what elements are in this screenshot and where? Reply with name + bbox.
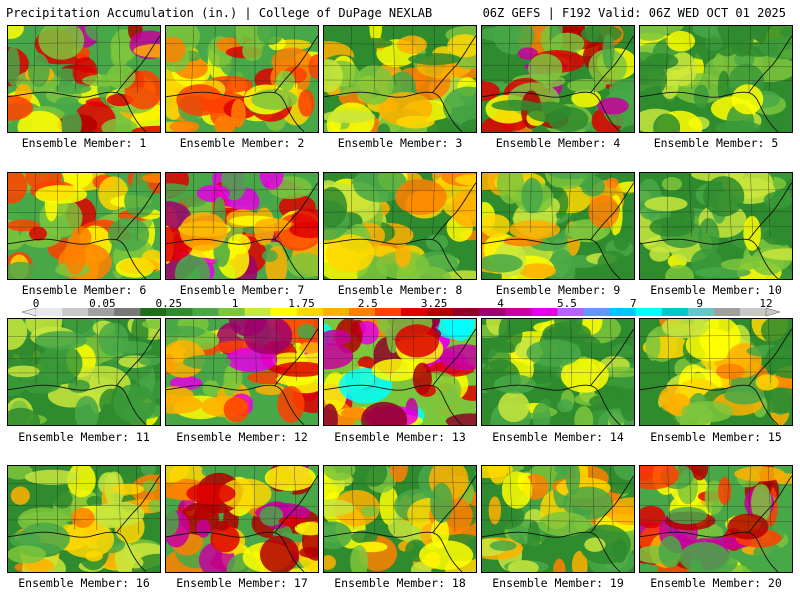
ensemble-member-label: Ensemble Member: 5 <box>653 136 779 150</box>
ensemble-member-label: Ensemble Member: 18 <box>334 576 466 590</box>
ensemble-member-map <box>639 25 793 133</box>
legend-swatch <box>427 308 454 316</box>
legend-tick-label: 4 <box>497 297 504 310</box>
legend-swatch <box>557 308 584 316</box>
ensemble-member-label: Ensemble Member: 6 <box>21 283 147 297</box>
legend-swatch <box>583 308 610 316</box>
legend-swatch <box>244 308 272 316</box>
legend-swatch <box>401 308 428 316</box>
legend-tick-label: 0 <box>32 297 40 310</box>
ensemble-member-label: Ensemble Member: 9 <box>495 283 621 297</box>
legend-swatch <box>166 308 193 316</box>
ensemble-member-map <box>639 465 793 573</box>
legend-tick-label: 1 <box>231 297 239 310</box>
legend-tick-label: 3.25 <box>420 297 448 310</box>
chart-title: Precipitation Accumulation (in.) | Colle… <box>6 6 433 20</box>
ensemble-member-map <box>165 465 319 573</box>
legend-swatch <box>36 308 63 316</box>
ensemble-member-label: Ensemble Member: 8 <box>337 283 463 297</box>
legend-swatch <box>479 308 506 316</box>
legend-arrow-right <box>765 307 781 317</box>
legend-swatch <box>192 308 219 316</box>
ensemble-member-map <box>7 318 161 426</box>
ensemble-member-label: Ensemble Member: 11 <box>18 430 150 444</box>
legend-swatch <box>218 308 245 316</box>
ensemble-member-map <box>7 465 161 573</box>
ensemble-member-label: Ensemble Member: 19 <box>492 576 624 590</box>
ensemble-member-map <box>7 25 161 133</box>
ensemble-member-map <box>323 465 477 573</box>
legend-tick-label: 5.5 <box>556 297 577 310</box>
legend-swatch <box>114 308 141 316</box>
precip-color-legend: 0 0.05 0.25 1 1.75 2.5 3.25 4 5.5 7 9 12 <box>16 297 786 319</box>
ensemble-member-map <box>481 318 635 426</box>
legend-tick-label: 1.75 <box>288 297 315 310</box>
legend-swatch <box>609 308 637 316</box>
ensemble-member-label: Ensemble Member: 15 <box>650 430 782 444</box>
legend-swatch <box>739 308 767 316</box>
ensemble-member-map <box>481 172 635 280</box>
legend-tick-label: 12 <box>759 297 773 310</box>
ensemble-member-label: Ensemble Member: 2 <box>179 136 305 150</box>
ensemble-member-label: Ensemble Member: 10 <box>650 283 782 297</box>
ensemble-member-map <box>165 25 319 133</box>
ensemble-member-map <box>323 318 477 426</box>
ensemble-member-map <box>165 172 319 280</box>
legend-swatch <box>531 308 558 316</box>
legend-swatch <box>453 308 480 316</box>
legend-swatch <box>713 308 741 316</box>
ensemble-member-label: Ensemble Member: 16 <box>18 576 150 590</box>
ensemble-member-label: Ensemble Member: 3 <box>337 136 463 150</box>
ensemble-member-label: Ensemble Member: 7 <box>179 283 305 297</box>
legend-tick-label: 9 <box>696 297 703 310</box>
ensemble-member-label: Ensemble Member: 13 <box>334 430 466 444</box>
ensemble-member-map <box>639 318 793 426</box>
legend-swatch <box>661 308 689 316</box>
legend-swatch <box>505 308 532 316</box>
legend-swatch <box>88 308 115 316</box>
legend-swatch <box>322 308 350 316</box>
legend-swatch <box>62 308 89 316</box>
legend-swatch <box>296 308 324 316</box>
ensemble-member-label: Ensemble Member: 14 <box>492 430 624 444</box>
ensemble-member-map <box>639 172 793 280</box>
ensemble-member-label: Ensemble Member: 20 <box>650 576 782 590</box>
ensemble-member-map <box>165 318 319 426</box>
legend-tick-label: 0.25 <box>155 297 182 310</box>
ensemble-member-label: Ensemble Member: 17 <box>176 576 308 590</box>
ensemble-member-map <box>481 465 635 573</box>
ensemble-member-label: Ensemble Member: 4 <box>495 136 621 150</box>
legend-swatch <box>374 308 402 316</box>
legend-tick-label: 2.5 <box>357 297 378 310</box>
valid-time-label: 06Z GEFS | F192 Valid: 06Z WED OCT 01 20… <box>482 6 786 20</box>
ensemble-member-label: Ensemble Member: 1 <box>21 136 147 150</box>
legend-colorbar <box>21 307 781 317</box>
legend-swatch <box>270 308 298 316</box>
legend-swatch <box>140 308 167 316</box>
legend-swatch <box>348 308 376 316</box>
legend-swatch <box>687 308 715 316</box>
ensemble-member-label: Ensemble Member: 12 <box>176 430 308 444</box>
ensemble-member-map <box>323 25 477 133</box>
legend-tick-label: 7 <box>629 297 637 310</box>
ensemble-member-map <box>7 172 161 280</box>
legend-tick-label: 0.05 <box>89 297 116 310</box>
ensemble-member-map <box>481 25 635 133</box>
ensemble-member-map <box>323 172 477 280</box>
legend-swatch <box>635 308 663 316</box>
